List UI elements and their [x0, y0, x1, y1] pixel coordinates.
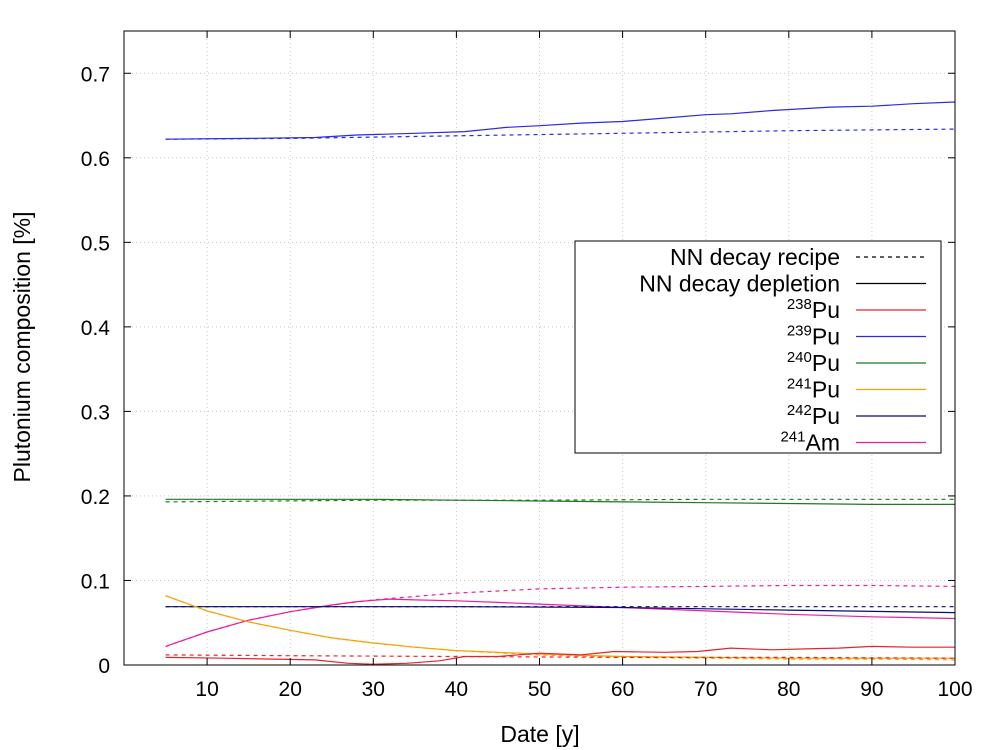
- x-tick-label: 40: [445, 678, 468, 701]
- series-241am-depletion: [165, 598, 956, 647]
- y-tick-label: 0.1: [81, 570, 110, 593]
- x-tick-label: 70: [694, 678, 717, 701]
- legend-element-symbol: Pu: [812, 377, 840, 403]
- series-239pu-depletion: [165, 101, 956, 140]
- legend-label: NN decay depletion: [639, 271, 840, 297]
- y-tick-label: 0.6: [81, 148, 110, 171]
- legend-element-symbol: Pu: [812, 324, 840, 350]
- legend-label: 239Pu: [787, 323, 840, 350]
- series-238pu-recipe: [165, 654, 956, 659]
- x-tick-label: 50: [528, 678, 551, 701]
- legend-mass-number: 241: [780, 429, 805, 446]
- legend-label: 241Am: [780, 429, 840, 456]
- legend-label: 240Pu: [787, 349, 840, 376]
- x-tick-label: 10: [195, 678, 218, 701]
- series-241pu-depletion: [165, 595, 955, 659]
- axis-ticks: 10 20 30 40 50 60 70 80 90 100 0 0.1 0.2 0.3 0.4 0.5 0.6…: [81, 31, 973, 701]
- series-238pu-depletion: [165, 645, 955, 665]
- legend-mass-number: 238: [787, 296, 812, 313]
- series-239pu-recipe: [165, 128, 956, 140]
- x-axis-title: Date [y]: [500, 721, 579, 747]
- legend-label: 241Pu: [787, 376, 840, 403]
- legend-label: 242Pu: [787, 402, 840, 429]
- legend-label: NN decay recipe: [670, 244, 840, 270]
- y-axis-title: Plutonium composition [%]: [9, 211, 35, 482]
- legend-mass-number: 241: [787, 376, 812, 393]
- x-tick-label: 30: [362, 678, 385, 701]
- legend-element-symbol: Pu: [812, 403, 840, 429]
- x-tick-label: 80: [777, 678, 800, 701]
- legend-element-symbol: Am: [806, 430, 841, 456]
- legend-element-symbol: Pu: [812, 350, 840, 376]
- series-240pu-recipe: [165, 498, 955, 503]
- series-242pu-depletion: [165, 606, 956, 614]
- y-tick-label: 0: [98, 655, 110, 678]
- series-241am-recipe: [165, 584, 956, 647]
- x-tick-label: 60: [611, 678, 634, 701]
- legend-label: 238Pu: [787, 296, 840, 323]
- legend-mass-number: 239: [787, 323, 812, 340]
- legend-mass-number: 242: [787, 402, 812, 419]
- series-240pu-depletion: [165, 498, 955, 505]
- legend-box: [574, 240, 942, 454]
- y-tick-label: 0.4: [81, 317, 111, 340]
- x-tick-label: 20: [279, 678, 302, 701]
- series-lines: [165, 101, 956, 665]
- legend-element-symbol: Pu: [812, 297, 840, 323]
- y-tick-label: 0.3: [81, 401, 110, 424]
- legend-mass-number: 240: [787, 349, 812, 366]
- x-tick-label: 90: [860, 678, 883, 701]
- y-tick-label: 0.5: [81, 232, 110, 255]
- x-tick-label: 100: [937, 678, 972, 701]
- y-tick-label: 0.7: [81, 63, 110, 86]
- y-tick-label: 0.2: [81, 486, 110, 509]
